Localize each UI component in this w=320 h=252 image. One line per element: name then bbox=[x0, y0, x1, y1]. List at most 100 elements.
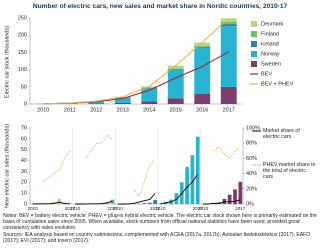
y-tick-label: 60 bbox=[21, 136, 27, 142]
bar-segment bbox=[220, 21, 237, 25]
bar bbox=[238, 181, 243, 204]
legend-label: Iceland bbox=[261, 41, 279, 47]
bar bbox=[195, 136, 200, 204]
bar-segment bbox=[141, 86, 158, 88]
bar-segment bbox=[167, 65, 184, 69]
legend-label: Finland bbox=[261, 31, 279, 37]
bar bbox=[110, 199, 115, 204]
line bbox=[43, 17, 230, 105]
y-tick-label: 0 bbox=[24, 101, 27, 107]
x-tick-label: 2010 bbox=[28, 206, 39, 211]
share-line bbox=[171, 174, 198, 203]
x-tick-label: 2017 bbox=[150, 206, 161, 211]
y-tick-label: 50 bbox=[21, 84, 27, 90]
bar bbox=[57, 198, 62, 204]
share-line bbox=[117, 193, 156, 205]
x-tick-label: 2010 bbox=[198, 206, 209, 211]
bar bbox=[185, 167, 189, 204]
x-tick-label: 2012 bbox=[90, 107, 102, 113]
bar-segment bbox=[220, 26, 237, 87]
bar bbox=[153, 199, 158, 204]
y-axis-label: New electric car sales (thousands) bbox=[4, 124, 10, 208]
bar bbox=[147, 202, 152, 204]
y-tick-label: 0 bbox=[24, 201, 27, 207]
y2-tick-label: 80% bbox=[246, 141, 257, 147]
bar bbox=[142, 203, 147, 204]
x-tick-label: 2017 bbox=[235, 206, 246, 211]
bar-segment bbox=[194, 46, 211, 48]
share-line bbox=[203, 199, 241, 205]
share-line bbox=[85, 135, 113, 159]
bar-segment bbox=[88, 101, 105, 104]
y2-tick-label: 100% bbox=[246, 125, 260, 131]
legend-label: BEV + PHEV bbox=[261, 81, 294, 87]
x-tick-label: 2015 bbox=[170, 107, 182, 113]
bar bbox=[227, 194, 232, 204]
legend-swatch bbox=[251, 31, 257, 37]
legend-swatch bbox=[251, 41, 257, 47]
bar bbox=[190, 155, 195, 204]
bar bbox=[174, 193, 179, 204]
bar-segment bbox=[167, 98, 184, 104]
legend-swatch bbox=[251, 21, 257, 27]
bar-segment bbox=[167, 68, 184, 69]
sources-text: Sources: IEA analysis based on country s… bbox=[3, 232, 311, 245]
y-tick-label: 200 bbox=[18, 33, 27, 39]
bar-segment bbox=[220, 18, 237, 22]
y-tick-label: 150 bbox=[18, 50, 27, 56]
y-tick-label: 100 bbox=[18, 67, 27, 73]
bar-segment bbox=[141, 101, 158, 104]
x-tick-label: 2017 bbox=[223, 107, 235, 113]
legend-label: BEV bbox=[261, 71, 272, 77]
y-tick-label: 20 bbox=[21, 180, 27, 186]
x-tick-label: 2011 bbox=[64, 107, 76, 113]
y-tick-label: 10 bbox=[21, 191, 27, 197]
bar-segment bbox=[114, 102, 131, 104]
bar-segment bbox=[194, 47, 211, 94]
y-tick-label: 30 bbox=[21, 169, 27, 175]
x-tick-label: 2017 bbox=[193, 206, 204, 211]
legend-label: PHEV market share in the total of electr… bbox=[263, 162, 316, 181]
y-tick-label: 50 bbox=[21, 147, 27, 153]
y2-tick-label: 0% bbox=[246, 201, 254, 207]
y2-tick-label: 60% bbox=[246, 156, 257, 162]
legend-swatch bbox=[251, 61, 257, 67]
y-axis-label: Electric car stock (thousands) bbox=[4, 26, 10, 98]
share-line bbox=[133, 158, 156, 198]
bar-segment bbox=[114, 97, 131, 103]
bar-segment bbox=[167, 69, 184, 99]
x-tick-label: 2010 bbox=[113, 206, 124, 211]
bar-segment bbox=[220, 86, 237, 104]
share-line bbox=[213, 146, 241, 159]
x-tick-label: 2013 bbox=[117, 107, 129, 113]
chart: Number of electric cars, new sales and m… bbox=[4, 3, 294, 211]
share-line bbox=[75, 200, 113, 205]
legend-swatch bbox=[251, 51, 257, 57]
bar-segment bbox=[194, 42, 211, 46]
share-line bbox=[43, 150, 71, 182]
x-tick-label: 2010 bbox=[37, 107, 49, 113]
legend-label: Norway bbox=[261, 51, 280, 57]
bar-segment bbox=[194, 45, 211, 47]
bar-segment bbox=[194, 93, 211, 104]
y-tick-label: 40 bbox=[21, 158, 27, 164]
bar bbox=[233, 189, 237, 204]
x-tick-label: 2010 bbox=[70, 206, 81, 211]
notes-text: Notes: BEV = battery electric vehicle; P… bbox=[3, 213, 317, 232]
x-tick-label: 2014 bbox=[143, 107, 155, 113]
bar-segment bbox=[220, 24, 237, 27]
x-tick-label: 2016 bbox=[196, 107, 208, 113]
y-tick-label: 250 bbox=[18, 15, 27, 21]
x-tick-label: 2010 bbox=[155, 206, 166, 211]
x-tick-label: 2017 bbox=[107, 206, 118, 211]
y-tick-label: 70 bbox=[21, 125, 27, 131]
y2-tick-label: 40% bbox=[246, 171, 257, 177]
chart-title: Number of electric cars, new sales and m… bbox=[33, 3, 288, 10]
notes: Notes: BEV = battery electric vehicle; P… bbox=[3, 213, 317, 245]
share-line bbox=[32, 201, 70, 205]
legend-label: Denmark bbox=[261, 21, 284, 27]
bar-segment bbox=[167, 68, 184, 70]
x-tick-label: 2017 bbox=[65, 206, 76, 211]
y2-tick-label: 20% bbox=[246, 186, 257, 192]
